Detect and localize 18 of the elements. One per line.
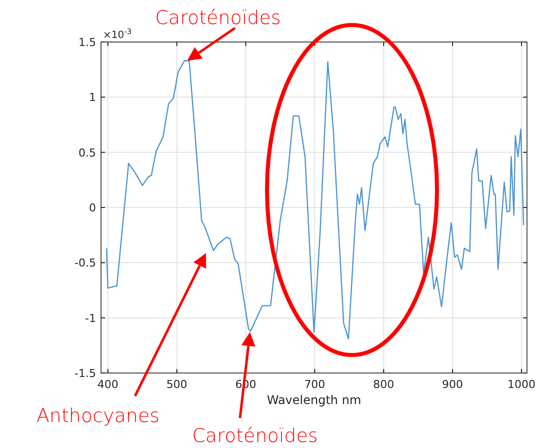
x-tick-label: 900 [442, 378, 464, 391]
annotation: Caroténoïdes [155, 7, 281, 29]
text: ×10$^{-3}$ [103, 26, 132, 41]
x-tick-label: 800 [373, 378, 394, 391]
y-tick-label: 0 [89, 202, 96, 214]
y-tick-label: 0.5 [78, 146, 96, 160]
x-tick-label: 1000 [507, 378, 536, 391]
text: Anthocyanes [36, 405, 160, 427]
y-tick-label: 1 [89, 91, 96, 104]
x-tick-label: 400 [97, 378, 118, 391]
y-tick-label: -1 [85, 312, 96, 325]
y-tick-label: 1.5 [78, 36, 96, 49]
y-tick-label: -0.5 [74, 256, 96, 270]
x-tick-label: 500 [166, 378, 188, 391]
x-axis-title: Wavelength nm [266, 393, 362, 407]
y-tick-label: -1.5 [74, 367, 96, 380]
x-tick-label: 700 [304, 378, 326, 391]
text: Caroténoïdes [192, 425, 318, 447]
